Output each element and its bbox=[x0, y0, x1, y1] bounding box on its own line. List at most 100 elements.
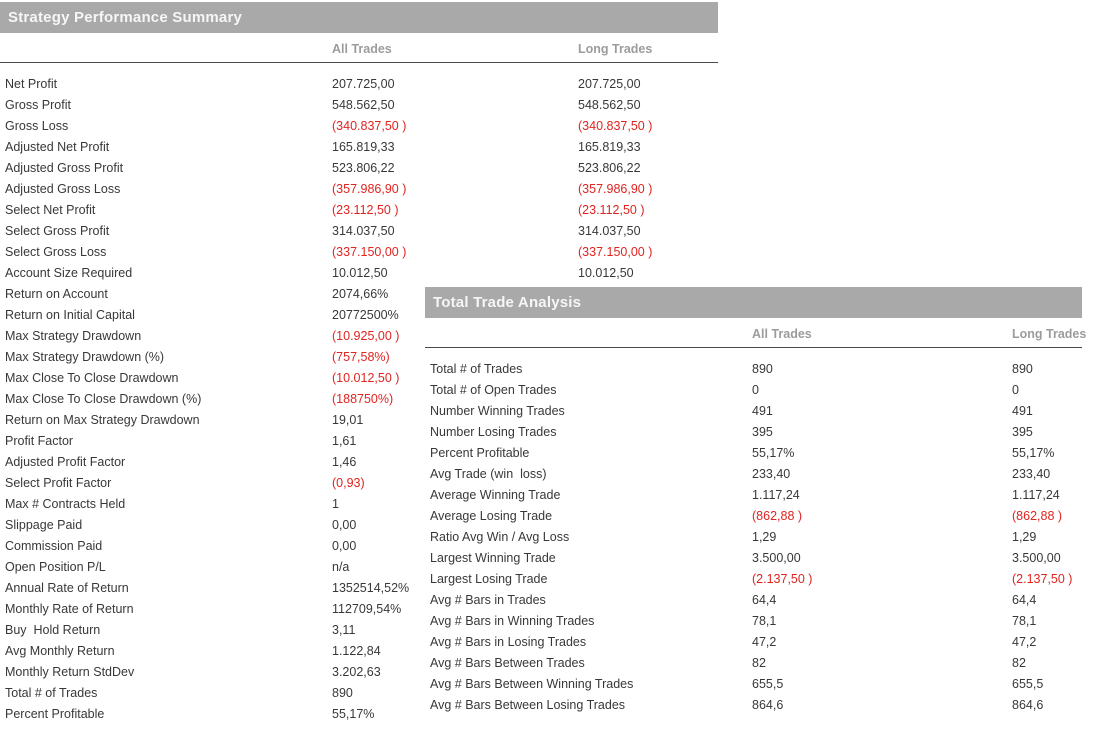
all-trades-value: 1,61 bbox=[332, 434, 357, 448]
column-header-long-trades: Long Trades bbox=[1012, 327, 1087, 341]
all-trades-value: 523.806,22 bbox=[332, 161, 395, 175]
table-row: Max # Contracts Held 1 bbox=[0, 494, 718, 515]
row-label: Number Winning Trades bbox=[430, 404, 565, 418]
all-trades-value: 0,00 bbox=[332, 518, 357, 532]
row-label: Annual Rate of Return bbox=[5, 581, 129, 595]
row-label: Avg # Bars Between Trades bbox=[430, 656, 585, 670]
table-row: Max Strategy Drawdown (%) (757,58%) bbox=[0, 347, 718, 368]
table-row: Total # of Open Trades 0 0 bbox=[425, 380, 1082, 401]
table-row: Avg Monthly Return 1.122,84 bbox=[0, 641, 718, 662]
all-trades-value: 1,29 bbox=[752, 530, 777, 544]
all-trades-value: 0 bbox=[752, 383, 759, 397]
row-label: Adjusted Net Profit bbox=[5, 140, 110, 154]
all-trades-value: (757,58%) bbox=[332, 350, 390, 364]
panel-title: Total Trade Analysis bbox=[433, 294, 582, 311]
all-trades-value: (10.012,50 ) bbox=[332, 371, 400, 385]
table-row: Number Losing Trades 395 395 bbox=[425, 422, 1082, 443]
long-trades-value: 207.725,00 bbox=[578, 77, 641, 91]
long-trades-value: 165.819,33 bbox=[578, 140, 641, 154]
table-row: Largest Winning Trade 3.500,00 3.500,00 bbox=[425, 548, 1082, 569]
all-trades-value: 19,01 bbox=[332, 413, 364, 427]
row-label: Avg # Bars Between Losing Trades bbox=[430, 698, 626, 712]
table-row: Return on Initial Capital 20772500% bbox=[0, 305, 718, 326]
long-trades-value: 548.562,50 bbox=[578, 98, 641, 112]
row-label: Total # of Open Trades bbox=[430, 383, 557, 397]
long-trades-value: 233,40 bbox=[1012, 467, 1051, 481]
column-header-row: All Trades Long Trades bbox=[0, 33, 718, 63]
row-label: Total # of Trades bbox=[430, 362, 523, 376]
row-label: Avg Monthly Return bbox=[5, 644, 115, 658]
long-trades-value: 47,2 bbox=[1012, 635, 1037, 649]
row-label: Percent Profitable bbox=[5, 707, 105, 721]
table-row: Gross Loss (340.837,50 ) (340.837,50 ) bbox=[0, 116, 718, 137]
row-label: Ratio Avg Win / Avg Loss bbox=[430, 530, 570, 544]
all-trades-value: 165.819,33 bbox=[332, 140, 395, 154]
row-label: Max Strategy Drawdown bbox=[5, 329, 142, 343]
row-label: Avg Trade (win loss) bbox=[430, 467, 547, 481]
long-trades-value: (357.986,90 ) bbox=[578, 182, 653, 196]
all-trades-value: 655,5 bbox=[752, 677, 784, 691]
table-row: Average Losing Trade (862,88 ) (862,88 ) bbox=[425, 506, 1082, 527]
table-row: Select Gross Loss (337.150,00 ) (337.150,0… bbox=[0, 242, 718, 263]
all-trades-value: 0,00 bbox=[332, 539, 357, 553]
strategy-performance-header-bar: Strategy Performance Summary bbox=[0, 2, 718, 33]
all-trades-value: 3.500,00 bbox=[752, 551, 801, 565]
all-trades-value: (357.986,90 ) bbox=[332, 182, 407, 196]
table-row: Account Size Required 10.012,50 10.012,50 bbox=[0, 263, 718, 284]
all-trades-value: 1.122,84 bbox=[332, 644, 381, 658]
long-trades-value: 491 bbox=[1012, 404, 1033, 418]
table-row: Slippage Paid 0,00 bbox=[0, 515, 718, 536]
all-trades-value: 1.117,24 bbox=[752, 488, 800, 502]
column-header-row: All Trades Long Trades bbox=[425, 318, 1086, 348]
all-trades-value: (337.150,00 ) bbox=[332, 245, 407, 259]
all-trades-value: n/a bbox=[332, 560, 350, 574]
table-row: Largest Losing Trade (2.137,50 ) (2.137,50… bbox=[425, 569, 1082, 590]
long-trades-value: 314.037,50 bbox=[578, 224, 641, 238]
table-row: Select Profit Factor (0,93) bbox=[0, 473, 718, 494]
row-label: Return on Initial Capital bbox=[5, 308, 135, 322]
long-trades-value: 523.806,22 bbox=[578, 161, 641, 175]
table-row: Avg # Bars Between Winning Trades 655,5 65… bbox=[425, 674, 1082, 695]
table-row: Max Close To Close Drawdown (10.012,50 ) bbox=[0, 368, 718, 389]
row-label: Max Close To Close Drawdown bbox=[5, 371, 179, 385]
table-row: Avg Trade (win loss) 233,40 233,40 bbox=[425, 464, 1082, 485]
row-label: Largest Winning Trade bbox=[430, 551, 556, 565]
trade-analysis-rows: Total # of Trades 890 890 Total # of Open T… bbox=[425, 348, 1082, 716]
long-trades-value: 395 bbox=[1012, 425, 1033, 439]
all-trades-value: 78,1 bbox=[752, 614, 777, 628]
long-trades-value: (23.112,50 ) bbox=[578, 203, 645, 217]
row-label: Commission Paid bbox=[5, 539, 103, 553]
all-trades-value: 890 bbox=[332, 686, 353, 700]
row-label: Percent Profitable bbox=[430, 446, 530, 460]
long-trades-value: 55,17% bbox=[1012, 446, 1055, 460]
row-label: Select Net Profit bbox=[5, 203, 96, 217]
long-trades-value: 3.500,00 bbox=[1012, 551, 1061, 565]
all-trades-value: (10.925,00 ) bbox=[332, 329, 400, 343]
all-trades-value: 82 bbox=[752, 656, 766, 670]
all-trades-value: 47,2 bbox=[752, 635, 777, 649]
long-trades-value: 890 bbox=[1012, 362, 1033, 376]
all-trades-value: (188750%) bbox=[332, 392, 394, 406]
long-trades-value: (337.150,00 ) bbox=[578, 245, 653, 259]
long-trades-value: (340.837,50 ) bbox=[578, 119, 653, 133]
all-trades-value: (0,93) bbox=[332, 476, 365, 490]
all-trades-value: 55,17% bbox=[332, 707, 375, 721]
row-label: Net Profit bbox=[5, 77, 58, 91]
row-label: Avg # Bars in Winning Trades bbox=[430, 614, 595, 628]
long-trades-value: 864,6 bbox=[1012, 698, 1044, 712]
row-label: Avg # Bars Between Winning Trades bbox=[430, 677, 634, 691]
all-trades-value: (2.137,50 ) bbox=[752, 572, 813, 586]
row-label: Select Gross Profit bbox=[5, 224, 110, 238]
table-row: Commission Paid 0,00 bbox=[0, 536, 718, 557]
row-label: Return on Account bbox=[5, 287, 108, 301]
row-label: Avg # Bars in Trades bbox=[430, 593, 546, 607]
table-row: Return on Account 2074,66% bbox=[0, 284, 718, 305]
all-trades-value: 890 bbox=[752, 362, 773, 376]
row-label: Adjusted Gross Profit bbox=[5, 161, 124, 175]
row-label: Select Gross Loss bbox=[5, 245, 107, 259]
table-row: Profit Factor 1,61 bbox=[0, 431, 718, 452]
all-trades-value: 10.012,50 bbox=[332, 266, 388, 280]
table-row: Avg # Bars Between Trades 82 82 bbox=[425, 653, 1082, 674]
table-row: Open Position P/L n/a bbox=[0, 557, 718, 578]
